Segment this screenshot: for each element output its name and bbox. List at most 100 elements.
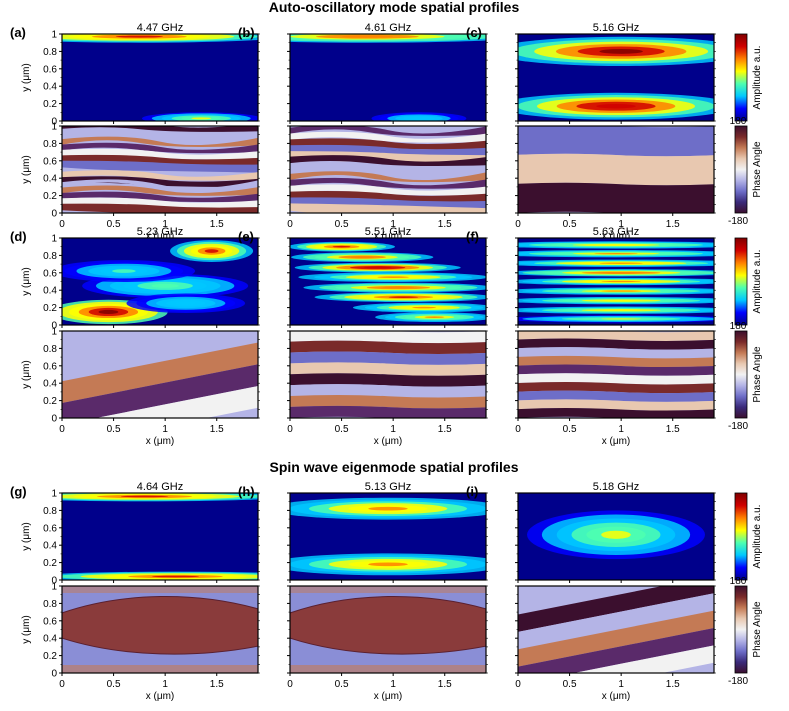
phase-band	[518, 627, 714, 673]
phase-band	[574, 645, 714, 673]
panel-frequency: 5.23 GHz	[137, 226, 183, 238]
phase-band	[518, 153, 714, 186]
phase-band	[290, 171, 486, 183]
phase-map	[518, 586, 714, 673]
section-title-spinwave: Spin wave eigenmode spatial profiles	[270, 459, 519, 475]
amplitude-lobe	[332, 245, 351, 248]
phase-edge	[290, 665, 486, 673]
y-tick-label: 0.2	[43, 651, 57, 662]
x-tick-label: 0.5	[335, 424, 349, 435]
y-tick-label: 0.6	[43, 64, 57, 75]
amplitude-lobe	[596, 103, 636, 109]
amplitude-map	[290, 238, 486, 325]
x-tick-label: 0	[515, 424, 521, 435]
x-tick-label: 0.5	[107, 679, 121, 690]
y-tick-label: 1	[51, 30, 57, 41]
panel-letter: (b)	[238, 25, 255, 40]
panel-frequency: 5.13 GHz	[365, 481, 411, 493]
x-tick-label: 0	[287, 219, 293, 230]
amplitude-map	[62, 238, 258, 325]
x-axis-label: x (μm)	[602, 436, 631, 447]
x-axis-label: x (μm)	[146, 231, 175, 242]
amplitude-lobe	[411, 117, 427, 120]
amplitude-lobe	[368, 562, 408, 567]
phase-map	[290, 126, 486, 213]
phase-band	[290, 164, 486, 176]
x-tick-label: 1	[162, 424, 168, 435]
panel-letter: (h)	[238, 484, 255, 499]
amplitude-lobe	[601, 300, 641, 302]
phase-band	[62, 160, 258, 173]
amplitude-lobe	[599, 48, 643, 54]
amplitude-lobe	[191, 117, 212, 120]
amplitude-lobe	[204, 249, 219, 253]
x-tick-label: 0.5	[563, 424, 577, 435]
amplitude-colorbar	[734, 237, 748, 326]
phase-band	[290, 144, 486, 157]
phase-band	[62, 176, 258, 187]
y-tick-label: 0	[51, 576, 57, 587]
amplitude-lobe	[601, 272, 641, 274]
y-tick-label: 1	[51, 122, 57, 133]
phase-map	[518, 126, 714, 213]
y-tick-label: 0.6	[43, 523, 57, 534]
phase-band	[518, 390, 714, 402]
x-tick-label: 1.5	[438, 679, 452, 690]
x-axis-label: x (μm)	[602, 691, 631, 702]
amplitude-colorbar	[734, 492, 748, 581]
panel-g: 00.20.40.60.81y (μm)00.20.40.60.810 0.5 1 1…	[10, 481, 260, 702]
panel-c: 0 0.5 1 1.5 (c) 5.16 GHz x (μm)	[466, 22, 716, 242]
y-tick-label: 0.2	[43, 558, 57, 569]
phase-colorbar-label: Phase Angle	[752, 346, 763, 403]
x-tick-label: 0	[59, 219, 65, 230]
phase-band	[290, 131, 486, 143]
phase-band	[290, 203, 486, 213]
phase-band	[518, 381, 714, 394]
x-tick-label: 1.5	[210, 679, 224, 690]
x-axis-label: x (μm)	[374, 691, 403, 702]
phase-map	[62, 126, 258, 213]
phase-band	[290, 362, 486, 376]
x-axis-label: x (μm)	[146, 436, 175, 447]
y-tick-label: 1	[51, 582, 57, 593]
panel-h: 0 0.5 1 1.5 (h) 5.13 GHz x (μm)	[238, 481, 488, 702]
phase-band	[62, 170, 258, 181]
panel-d: 00.20.40.60.81y (μm)00.20.40.60.810 0.5 1 1…	[10, 226, 260, 447]
panel-frequency: 5.16 GHz	[593, 22, 639, 34]
x-tick-label: 1	[162, 219, 168, 230]
amplitude-lobe	[120, 495, 169, 498]
y-tick-label: 0	[51, 669, 57, 680]
x-tick-label: 1.5	[210, 424, 224, 435]
amplitude-lobe	[368, 506, 408, 511]
phase-band	[518, 364, 714, 376]
y-tick-label: 0	[51, 414, 57, 425]
amplitude-colorbar-label: Amplitude a.u.	[752, 505, 763, 569]
phase-band	[518, 331, 714, 341]
phase-band	[62, 142, 258, 154]
panel-frequency: 5.51 GHz	[365, 226, 411, 238]
amplitude-map	[518, 238, 714, 325]
y-tick-label: 0	[51, 321, 57, 332]
y-tick-label: 0.4	[43, 379, 57, 390]
panel-letter: (g)	[10, 484, 27, 499]
x-tick-label: 0	[515, 219, 521, 230]
panel-frequency: 4.64 GHz	[137, 481, 183, 493]
x-tick-label: 1	[618, 424, 624, 435]
phase-map	[290, 586, 486, 673]
phase-band	[62, 364, 258, 418]
phase-band	[62, 197, 258, 209]
y-tick-label: 0.6	[43, 268, 57, 279]
panel-letter: (i)	[466, 484, 478, 499]
x-axis-label: x (μm)	[146, 691, 175, 702]
amplitude-lobe	[175, 301, 196, 305]
y-tick-label: 0.4	[43, 634, 57, 645]
y-axis-label: y (μm)	[21, 63, 32, 92]
y-tick-label: 0.6	[43, 616, 57, 627]
x-tick-label: 1.5	[666, 424, 680, 435]
panel-letter: (a)	[10, 25, 26, 40]
x-tick-label: 0.5	[563, 219, 577, 230]
phase-colorbar	[734, 330, 748, 419]
phase-band	[62, 130, 258, 141]
x-tick-label: 1.5	[666, 679, 680, 690]
amplitude-lobe	[594, 253, 638, 255]
